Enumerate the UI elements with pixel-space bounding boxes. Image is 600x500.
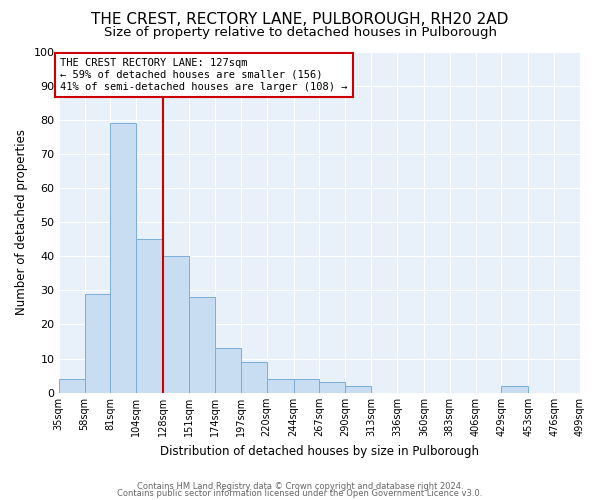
Text: THE CREST, RECTORY LANE, PULBOROUGH, RH20 2AD: THE CREST, RECTORY LANE, PULBOROUGH, RH2… [91,12,509,28]
Text: THE CREST RECTORY LANE: 127sqm
← 59% of detached houses are smaller (156)
41% of: THE CREST RECTORY LANE: 127sqm ← 59% of … [60,58,347,92]
Text: Size of property relative to detached houses in Pulborough: Size of property relative to detached ho… [104,26,497,39]
Bar [293,379,319,392]
Text: Contains public sector information licensed under the Open Government Licence v3: Contains public sector information licen… [118,490,482,498]
Bar [85,294,110,392]
Bar [189,297,215,392]
Bar [163,256,189,392]
Bar [319,382,345,392]
X-axis label: Distribution of detached houses by size in Pulborough: Distribution of detached houses by size … [160,444,479,458]
Text: Contains HM Land Registry data © Crown copyright and database right 2024.: Contains HM Land Registry data © Crown c… [137,482,463,491]
Bar [345,386,371,392]
Bar [502,386,529,392]
Bar [110,123,136,392]
Bar [215,348,241,393]
Bar [136,239,163,392]
Bar [241,362,266,392]
Y-axis label: Number of detached properties: Number of detached properties [15,129,28,315]
Bar [59,379,85,392]
Bar [266,379,293,392]
